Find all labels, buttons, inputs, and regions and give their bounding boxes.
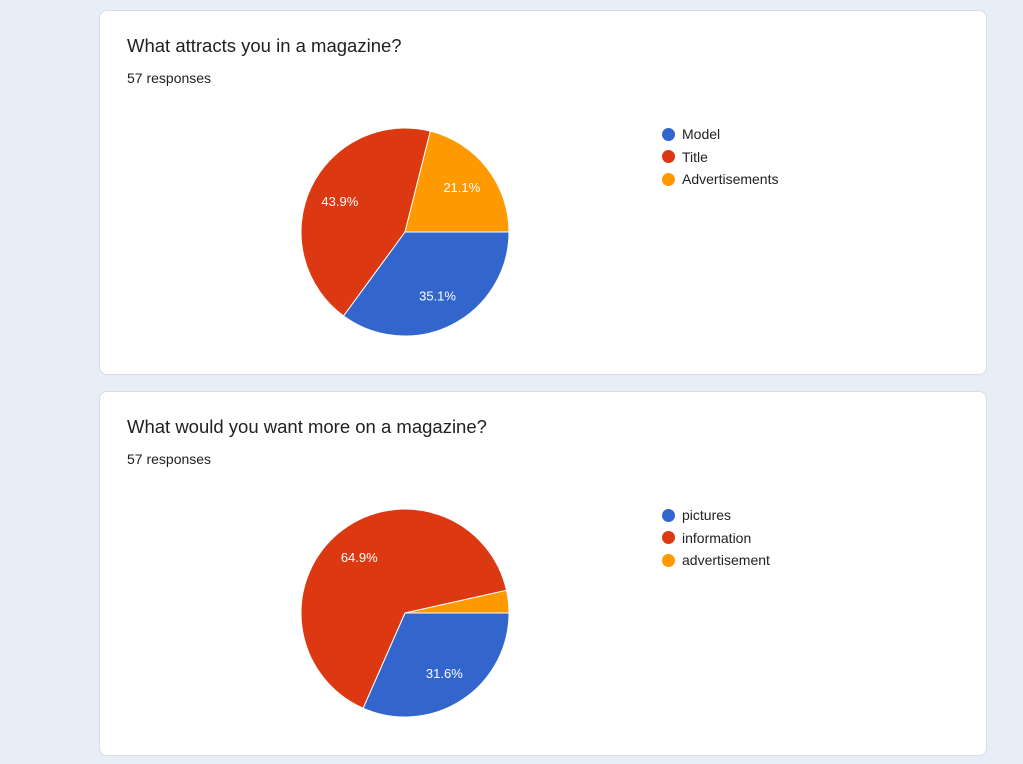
legend-item-advertisement[interactable]: advertisement <box>662 549 770 572</box>
pie-slice-pictures[interactable] <box>362 612 510 718</box>
legend-swatch <box>662 127 675 141</box>
question-title: What would you want more on a magazine? <box>127 416 487 437</box>
legend-label: Advertisements <box>682 171 779 188</box>
chart-legend: Model Title Advertisements <box>662 123 778 191</box>
pie-slice-information[interactable] <box>300 508 508 709</box>
legend-swatch <box>662 531 675 545</box>
legend-swatch <box>662 508 675 522</box>
legend-swatch <box>662 553 675 567</box>
response-count: 57 responses <box>127 70 212 86</box>
pie-slice-model[interactable] <box>342 231 510 337</box>
legend-swatch <box>662 150 675 164</box>
legend-label: advertisement <box>682 552 770 569</box>
legend-label: Model <box>682 126 721 143</box>
legend-item-model[interactable]: Model <box>662 123 778 146</box>
chart-legend: pictures information advertisement <box>662 504 770 572</box>
pie-slice-advertisement[interactable] <box>404 589 510 614</box>
response-count: 57 responses <box>127 451 212 467</box>
legend-item-advertisements[interactable]: Advertisements <box>662 168 778 191</box>
legend-label: Title <box>682 148 708 165</box>
pie-slice-advertisements[interactable] <box>404 130 510 233</box>
pie-chart: 35.1%43.9%21.1% <box>300 127 510 337</box>
legend-item-title[interactable]: Title <box>662 146 778 169</box>
question-title: What attracts you in a magazine? <box>127 35 402 56</box>
legend-label: information <box>682 529 752 546</box>
legend-item-information[interactable]: information <box>662 527 770 550</box>
question-card: What would you want more on a magazine? … <box>99 391 987 756</box>
legend-item-pictures[interactable]: pictures <box>662 504 770 527</box>
pie-chart: 31.6%64.9% <box>300 508 510 718</box>
legend-label: pictures <box>682 507 732 524</box>
legend-swatch <box>662 172 675 186</box>
pie-slice-title[interactable] <box>300 127 431 317</box>
question-card: What attracts you in a magazine? 57 resp… <box>99 10 987 375</box>
